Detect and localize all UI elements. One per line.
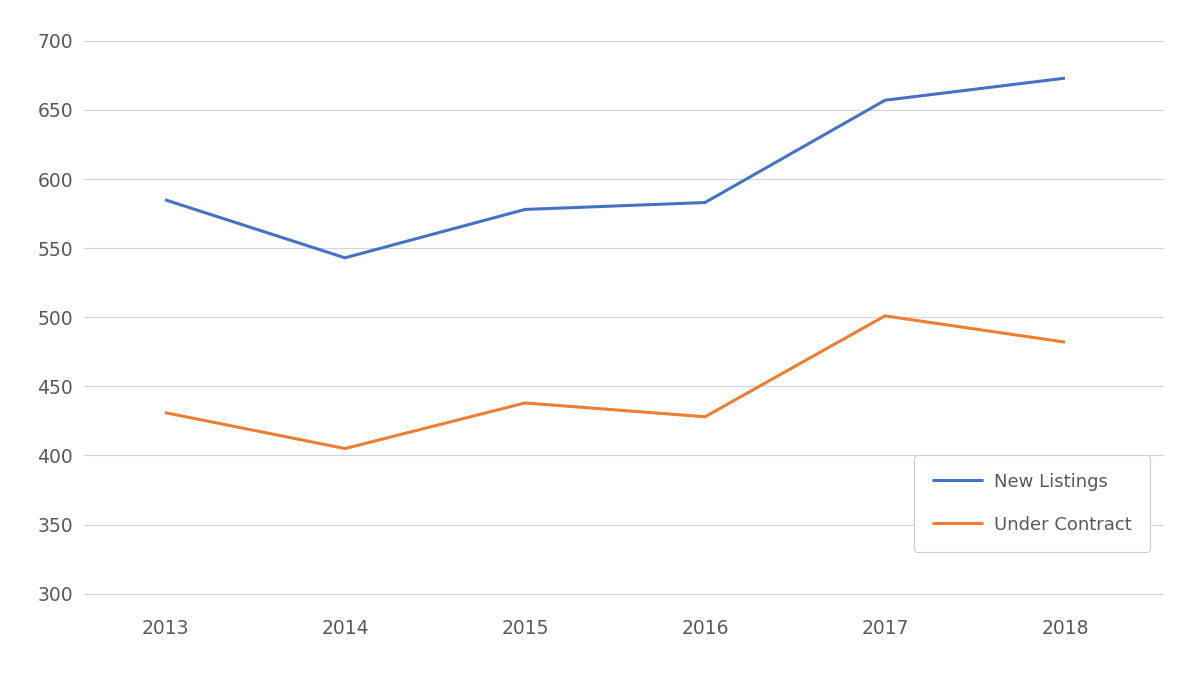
Under Contract [518, 399, 533, 407]
Legend: New Listings, Under Contract: New Listings, Under Contract [914, 455, 1150, 552]
New Listings [158, 196, 173, 204]
Under Contract [698, 412, 713, 421]
New Listings [698, 198, 713, 207]
New Listings [878, 97, 893, 105]
Line: New Listings: New Listings [166, 78, 1066, 258]
New Listings [338, 254, 353, 262]
Under Contract [1058, 338, 1073, 346]
Line: Under Contract: Under Contract [166, 316, 1066, 449]
Under Contract [158, 408, 173, 416]
New Listings [1058, 74, 1073, 82]
Under Contract [878, 312, 893, 320]
New Listings [518, 205, 533, 213]
Under Contract [338, 445, 353, 453]
